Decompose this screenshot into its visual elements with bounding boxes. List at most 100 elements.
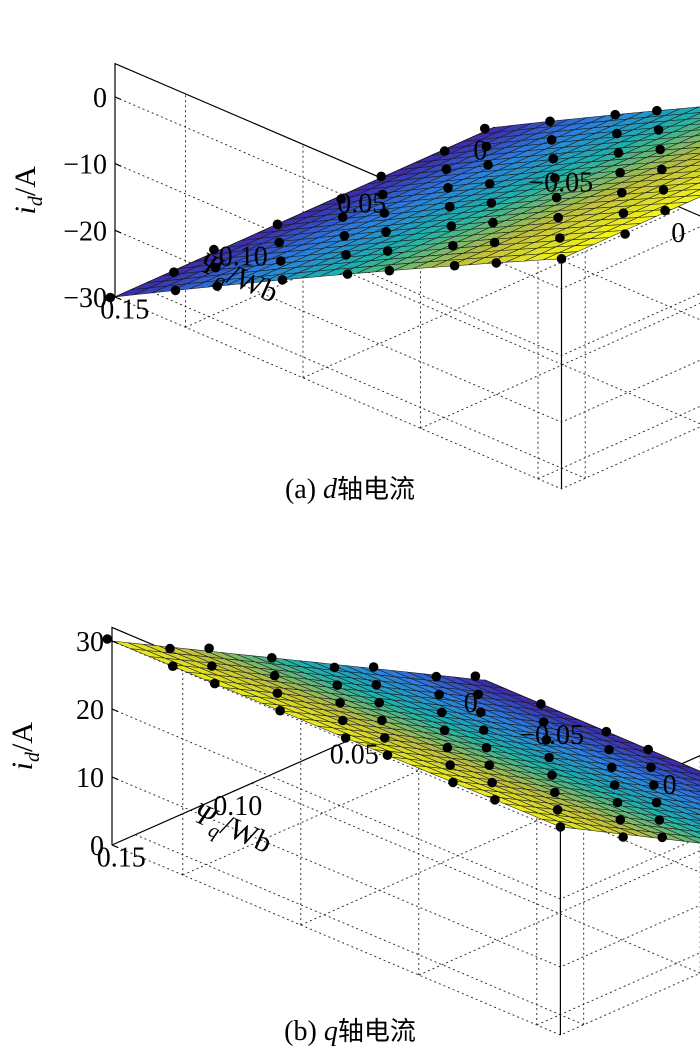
data-point — [204, 643, 214, 654]
data-point — [476, 707, 486, 717]
data-point — [483, 160, 493, 170]
data-point — [170, 285, 181, 296]
data-point — [604, 744, 614, 755]
data-point — [168, 661, 178, 671]
data-point — [538, 717, 549, 727]
y-tick-label: 0.15 — [100, 294, 149, 325]
data-point — [379, 208, 390, 218]
z-tick-label: 20 — [76, 695, 104, 726]
data-point — [654, 815, 665, 825]
data-point — [489, 237, 500, 248]
data-point — [382, 750, 393, 760]
data-point — [618, 208, 629, 218]
data-point — [210, 262, 221, 273]
data-point — [655, 144, 665, 155]
z-tick-label: 10 — [76, 763, 104, 794]
data-point — [269, 670, 280, 681]
data-point — [443, 183, 453, 193]
data-point — [550, 173, 560, 183]
data-point — [660, 205, 670, 216]
y-tick-label: 0.15 — [97, 843, 146, 874]
data-point — [434, 689, 444, 700]
data-point — [384, 265, 395, 276]
data-point — [615, 815, 626, 825]
data-point — [536, 699, 546, 709]
data-point — [274, 237, 285, 248]
y-tick-label: 0 — [464, 688, 478, 719]
data-point — [607, 762, 617, 773]
data-point — [209, 244, 219, 255]
data-point — [449, 260, 460, 271]
surface-cell — [111, 640, 147, 651]
data-point — [342, 269, 353, 279]
surface-cell — [114, 287, 150, 298]
data-point — [658, 185, 669, 195]
data-point — [272, 688, 283, 698]
data-point — [446, 221, 457, 231]
data-point — [374, 697, 385, 708]
data-point — [620, 229, 630, 239]
data-point — [486, 198, 497, 208]
data-point — [444, 201, 455, 212]
data-point — [657, 832, 667, 843]
data-point — [335, 698, 345, 708]
figure-caption: (a) d轴电流 — [285, 474, 415, 505]
data-point — [381, 227, 391, 237]
data-point — [441, 164, 452, 175]
data-point — [165, 643, 175, 654]
data-point — [546, 135, 557, 145]
data-point — [555, 822, 566, 832]
data-point — [480, 123, 490, 134]
data-point — [448, 240, 458, 251]
data-point — [442, 742, 453, 753]
x-tick-label: −0.05 — [528, 168, 593, 199]
data-point — [382, 246, 393, 256]
data-point — [275, 705, 285, 716]
surface-mesh — [111, 640, 700, 844]
data-point — [439, 725, 450, 735]
data-point — [377, 715, 387, 726]
data-point — [643, 744, 653, 755]
data-point — [548, 153, 559, 164]
data-point — [552, 805, 563, 815]
data-point — [212, 281, 222, 291]
data-point — [601, 726, 612, 737]
data-point — [484, 760, 495, 770]
z-tick-label: −20 — [63, 216, 107, 247]
data-point — [341, 250, 351, 260]
data-point — [448, 777, 458, 788]
data-point — [484, 179, 495, 189]
data-markers — [102, 634, 667, 843]
data-point — [371, 680, 382, 690]
data-point — [618, 832, 628, 842]
data-point — [329, 662, 340, 673]
data-point — [470, 671, 481, 681]
figure-caption: (b) q轴电流 — [284, 1016, 416, 1047]
data-point — [490, 795, 500, 805]
data-point — [277, 275, 288, 285]
data-point — [368, 662, 379, 672]
data-point — [555, 233, 565, 243]
data-point — [340, 733, 351, 743]
data-point — [105, 292, 116, 303]
data-point — [541, 735, 552, 745]
data-point — [431, 671, 442, 682]
data-point — [437, 707, 447, 718]
data-point — [473, 689, 484, 700]
data-point — [651, 797, 662, 808]
surface-mesh — [114, 106, 700, 298]
x-tick-label: −0.05 — [519, 720, 584, 751]
data-point — [649, 780, 659, 790]
chart-panel-b: 0102030−0.0500.050.1000.050.100.15id/AΨd… — [6, 626, 700, 1047]
data-point — [491, 258, 502, 268]
data-point — [337, 212, 348, 222]
data-point — [481, 141, 492, 152]
data-point — [653, 125, 664, 135]
data-point — [267, 653, 277, 663]
data-point — [547, 770, 557, 780]
data-point — [276, 256, 286, 266]
z-tick-label: 0 — [90, 831, 104, 862]
